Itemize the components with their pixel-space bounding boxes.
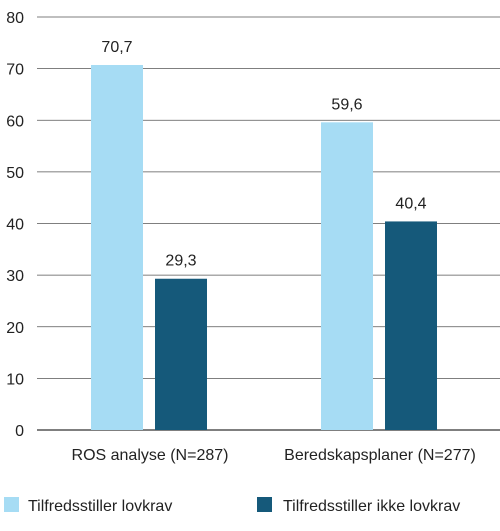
x-axis-ticks: ROS analyse (N=287) Beredskapsplaner (N=2… — [72, 447, 476, 464]
x-tick-label: ROS analyse (N=287) — [72, 447, 229, 464]
data-label: 29,3 — [165, 253, 196, 270]
y-axis-ticks: 0 10 20 30 40 50 60 70 80 — [6, 10, 24, 440]
bars — [91, 65, 437, 430]
legend-swatch — [257, 497, 272, 512]
bar-meets-1 — [321, 122, 373, 430]
y-tick-label: 30 — [6, 268, 24, 285]
data-label: 70,7 — [101, 39, 132, 56]
legend: Tilfredsstiller lovkrav Tilfredsstiller i… — [4, 497, 460, 515]
y-tick-label: 20 — [6, 320, 24, 337]
y-tick-label: 40 — [6, 217, 24, 234]
y-tick-label: 50 — [6, 165, 24, 182]
data-labels: 70,7 59,6 29,3 40,4 — [101, 39, 426, 270]
y-tick-label: 0 — [15, 423, 24, 440]
legend-swatch — [4, 497, 19, 512]
bar-not-meets-1 — [385, 221, 437, 430]
legend-label: Tilfredsstiller lovkrav — [28, 498, 172, 515]
legend-label: Tilfredsstiller ikke lovkrav — [283, 498, 460, 515]
y-tick-label: 70 — [6, 62, 24, 79]
data-label: 40,4 — [395, 195, 426, 212]
bar-meets-0 — [91, 65, 143, 430]
x-tick-label: Beredskapsplaner (N=277) — [284, 447, 476, 464]
y-tick-label: 80 — [6, 10, 24, 27]
data-label: 59,6 — [331, 96, 362, 113]
y-tick-label: 10 — [6, 371, 24, 388]
y-tick-label: 60 — [6, 113, 24, 130]
bar-not-meets-0 — [155, 278, 207, 430]
